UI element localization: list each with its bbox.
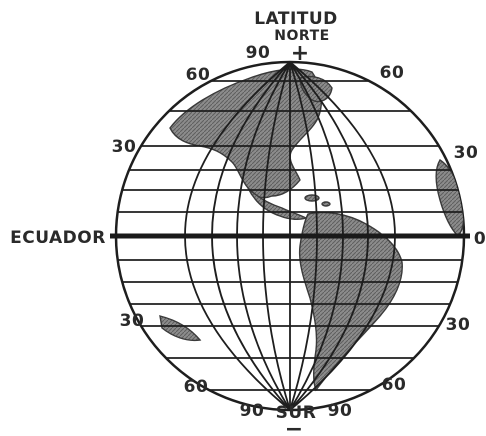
label-60-north-right: 60 <box>380 63 405 83</box>
south-label: SUR <box>276 403 317 423</box>
label-90-south-left: 90 <box>240 401 265 421</box>
equator-zero-label: 0 <box>474 229 486 249</box>
label-60-south-right: 60 <box>382 375 407 395</box>
north-plus-sign: + <box>291 41 309 66</box>
label-90-north: 90 <box>246 43 271 63</box>
label-90-south-right: 90 <box>328 401 353 421</box>
label-30-north-right: 30 <box>454 143 479 163</box>
latitude-north-title: LATITUD <box>254 9 338 29</box>
label-30-south-left: 30 <box>120 311 145 331</box>
label-30-north-left: 30 <box>112 137 137 157</box>
label-30-south-right: 30 <box>446 315 471 335</box>
north-label: NORTE <box>274 28 329 44</box>
equator-label: ECUADOR <box>10 228 106 248</box>
label-60-north-left: 60 <box>186 65 211 85</box>
south-minus-sign: − <box>285 417 303 436</box>
americas-landmass-icon <box>159 68 464 392</box>
label-60-south-left: 60 <box>184 377 209 397</box>
